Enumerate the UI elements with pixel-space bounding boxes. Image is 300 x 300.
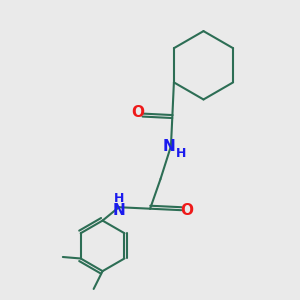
Text: H: H	[176, 147, 187, 160]
Text: O: O	[131, 106, 144, 121]
Text: H: H	[114, 192, 124, 206]
Text: N: N	[163, 139, 176, 154]
Text: N: N	[112, 203, 125, 218]
Text: O: O	[180, 203, 193, 218]
